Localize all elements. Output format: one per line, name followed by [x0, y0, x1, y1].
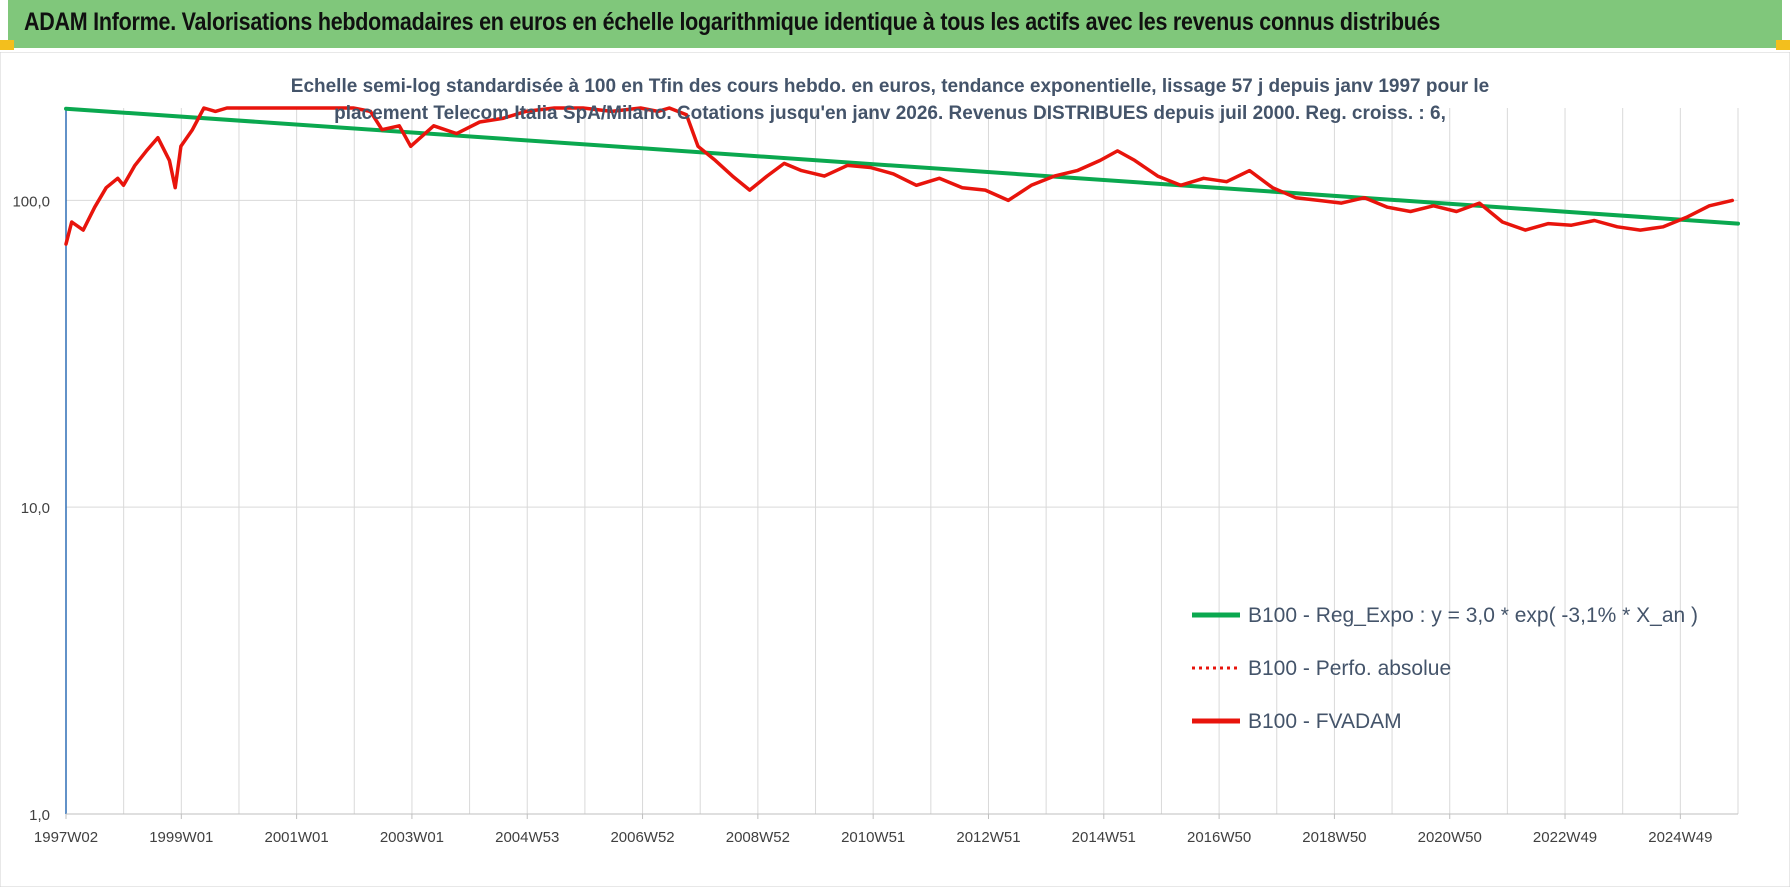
x-tick-label: 2006W52: [610, 829, 674, 846]
header-band: [8, 0, 1782, 48]
page-title: ADAM Informe. Valorisations hebdomadaire…: [24, 8, 1441, 36]
chart-area: 1,0 10,0 100,0 1997W02 1999W01 2001W01 2003W01…: [0, 51, 1790, 888]
x-tick-label: 2003W01: [380, 829, 444, 846]
chart-title-line-1: Echelle semi-log standardisée à 100 en T…: [291, 76, 1489, 97]
x-tick-label: 1999W01: [149, 829, 213, 846]
series-trend-line: [64, 106, 1740, 226]
series-layer: [64, 106, 1740, 246]
chart-title-line-2: placement Telecom Italia SpA/Milano. Cot…: [334, 103, 1446, 124]
x-tick-label: 2001W01: [265, 829, 329, 846]
x-tick-label: 2016W50: [1187, 829, 1251, 846]
legend-label: B100 - FVADAM: [1248, 710, 1402, 733]
x-tick-label: 2004W53: [495, 829, 559, 846]
chart-title: Echelle semi-log standardisée à 100 en T…: [291, 76, 1489, 124]
corner-accent-top-left: [0, 40, 14, 50]
x-tick-label: 2008W52: [726, 829, 790, 846]
chart-svg: 1,0 10,0 100,0 1997W02 1999W01 2001W01 2003W01…: [0, 51, 1790, 888]
x-tick-label: 2018W50: [1302, 829, 1366, 846]
x-tick-label: 2020W50: [1418, 829, 1482, 846]
chart-background: [0, 51, 1790, 888]
x-tick-label: 2014W51: [1072, 829, 1136, 846]
series-fvadam-line: [64, 106, 1735, 246]
grid-layer: [65, 108, 1739, 815]
y-tick-label: 100,0: [12, 193, 50, 210]
y-tick-label: 1,0: [29, 807, 50, 824]
x-tick-label: 1997W02: [34, 829, 98, 846]
x-tick-label: 2010W51: [841, 829, 905, 846]
y-tick-label: 10,0: [21, 500, 50, 517]
x-tick-label: 2012W51: [956, 829, 1020, 846]
legend-label: B100 - Perfo. absolue: [1248, 657, 1451, 680]
axis-layer: 1,0 10,0 100,0 1997W02 1999W01 2001W01 2003W01…: [12, 108, 1738, 846]
legend: B100 - Reg_Expo : y = 3,0 * exp( -3,1% *…: [1192, 604, 1698, 733]
corner-accent-top-right: [1776, 40, 1790, 50]
legend-label: B100 - Reg_Expo : y = 3,0 * exp( -3,1% *…: [1248, 604, 1698, 627]
x-tick-label: 2024W49: [1648, 829, 1712, 846]
x-tick-label: 2022W49: [1533, 829, 1597, 846]
